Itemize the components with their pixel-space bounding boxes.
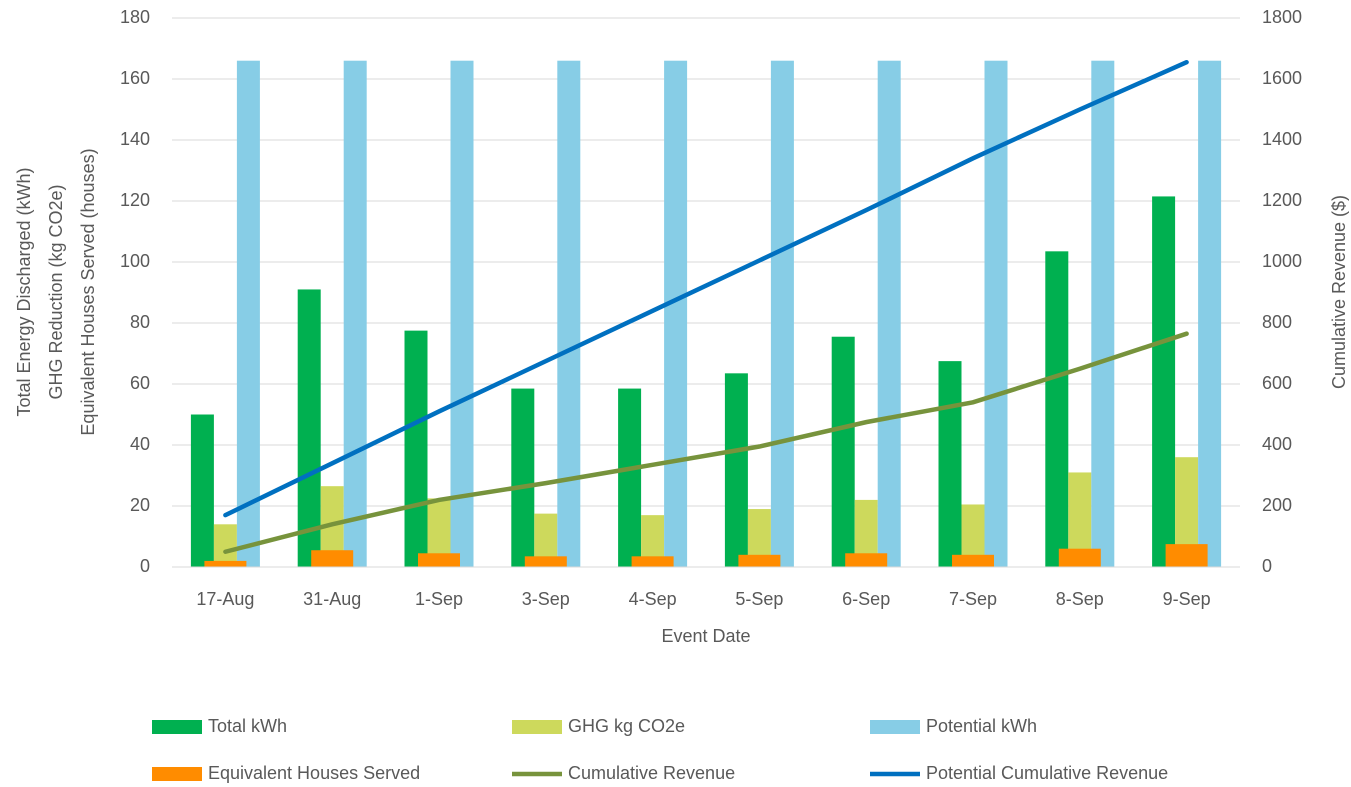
legend-swatch bbox=[870, 720, 920, 734]
bar bbox=[1045, 251, 1069, 567]
bar bbox=[831, 336, 855, 567]
x-tick-label: 7-Sep bbox=[949, 589, 997, 609]
bar bbox=[450, 60, 474, 567]
y2-tick-label: 1200 bbox=[1262, 190, 1302, 210]
bar bbox=[311, 550, 354, 567]
x-tick-label: 8-Sep bbox=[1056, 589, 1104, 609]
x-axis-label: Event Date bbox=[661, 626, 750, 646]
y2-axis-label: Cumulative Revenue ($) bbox=[1329, 195, 1349, 389]
y2-tick-label: 200 bbox=[1262, 495, 1292, 515]
legend-label: Potential Cumulative Revenue bbox=[926, 763, 1168, 783]
y2-tick-label: 0 bbox=[1262, 556, 1272, 576]
bar bbox=[961, 504, 985, 567]
y2-tick-label: 1800 bbox=[1262, 7, 1302, 27]
line bbox=[223, 331, 1189, 554]
y-axis-label: Equivalent Houses Served (houses) bbox=[78, 148, 98, 435]
bar bbox=[213, 524, 237, 567]
y-tick-label: 160 bbox=[120, 68, 150, 88]
y2-tick-label: 1000 bbox=[1262, 251, 1302, 271]
x-tick-label: 9-Sep bbox=[1163, 589, 1211, 609]
bar bbox=[738, 554, 781, 567]
y2-tick-label: 1400 bbox=[1262, 129, 1302, 149]
bar bbox=[938, 361, 962, 567]
bar bbox=[770, 60, 794, 567]
bar bbox=[747, 509, 771, 567]
y-tick-label: 40 bbox=[130, 434, 150, 454]
bar bbox=[1091, 60, 1115, 567]
legend-swatch bbox=[152, 720, 202, 734]
bar bbox=[427, 498, 451, 567]
y-axis-label: Total Energy Discharged (kWh) bbox=[14, 167, 34, 416]
x-tick-label: 3-Sep bbox=[522, 589, 570, 609]
bar bbox=[418, 553, 460, 567]
bar bbox=[845, 553, 888, 567]
bar bbox=[511, 388, 535, 567]
bar bbox=[1058, 548, 1101, 567]
y2-tick-label: 600 bbox=[1262, 373, 1292, 393]
x-tick-label: 17-Aug bbox=[196, 589, 254, 609]
legend-label: Total kWh bbox=[208, 716, 287, 736]
bar bbox=[404, 330, 428, 567]
legend-swatch bbox=[152, 767, 202, 781]
y-tick-label: 20 bbox=[130, 495, 150, 515]
legend-label: GHG kg CO2e bbox=[568, 716, 685, 736]
bar bbox=[877, 60, 901, 567]
y2-tick-label: 800 bbox=[1262, 312, 1292, 332]
line bbox=[223, 59, 1189, 518]
y2-tick-label: 1600 bbox=[1262, 68, 1302, 88]
bar bbox=[190, 414, 214, 567]
bar bbox=[236, 60, 260, 567]
bar bbox=[618, 388, 642, 567]
legend-label: Equivalent Houses Served bbox=[208, 763, 420, 783]
bar bbox=[724, 373, 748, 567]
bar bbox=[631, 556, 674, 567]
bar bbox=[557, 60, 581, 567]
y-tick-label: 0 bbox=[140, 556, 150, 576]
bar bbox=[204, 560, 247, 567]
legend-swatch bbox=[512, 720, 562, 734]
bar bbox=[1165, 544, 1208, 567]
bar bbox=[1175, 457, 1199, 567]
x-tick-label: 1-Sep bbox=[415, 589, 463, 609]
legend-label: Potential kWh bbox=[926, 716, 1037, 736]
y-axis-label: GHG Reduction (kg CO2e) bbox=[46, 184, 66, 399]
y-tick-label: 140 bbox=[120, 129, 150, 149]
bar bbox=[664, 60, 688, 567]
y-tick-label: 180 bbox=[120, 7, 150, 27]
legend-label: Cumulative Revenue bbox=[568, 763, 735, 783]
bar bbox=[1198, 60, 1222, 567]
x-tick-label: 31-Aug bbox=[303, 589, 361, 609]
bar bbox=[297, 289, 321, 567]
bar bbox=[343, 60, 367, 567]
bar bbox=[534, 513, 558, 567]
bar bbox=[984, 60, 1008, 567]
x-tick-label: 4-Sep bbox=[629, 589, 677, 609]
x-tick-label: 6-Sep bbox=[842, 589, 890, 609]
y-tick-label: 80 bbox=[130, 312, 150, 332]
x-tick-label: 5-Sep bbox=[735, 589, 783, 609]
bar bbox=[1152, 196, 1176, 568]
y-tick-label: 100 bbox=[120, 251, 150, 271]
y2-tick-label: 400 bbox=[1262, 434, 1292, 454]
bar bbox=[524, 556, 567, 567]
bar bbox=[854, 499, 878, 567]
y-tick-label: 120 bbox=[120, 190, 150, 210]
y-tick-label: 60 bbox=[130, 373, 150, 393]
bar bbox=[952, 554, 994, 567]
bar bbox=[1068, 472, 1092, 567]
bar bbox=[641, 515, 665, 567]
